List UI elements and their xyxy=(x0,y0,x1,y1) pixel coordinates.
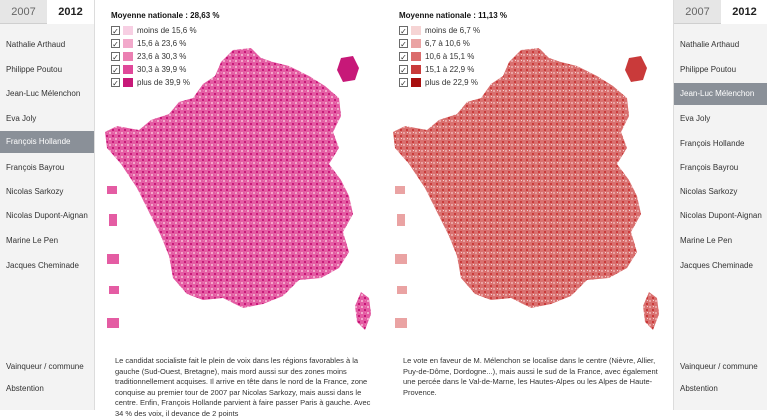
legend-swatch xyxy=(123,39,133,48)
left-tab-2012[interactable]: 2012 xyxy=(47,0,94,24)
right-mainland-france[interactable] xyxy=(393,48,641,308)
right-overseas-3[interactable] xyxy=(395,254,407,264)
legend-swatch xyxy=(123,78,133,87)
left-map-panel: Moyenne nationale : 28,63 % ✓ moins de 1… xyxy=(105,8,386,418)
legend-checkbox[interactable]: ✓ xyxy=(111,52,120,62)
left-overseas-4[interactable] xyxy=(109,286,119,294)
left-candidate-item[interactable]: Nicolas Dupont-Aignan xyxy=(6,211,88,220)
legend-label: plus de 22,9 % xyxy=(425,78,478,87)
legend-label: 6,7 à 10,6 % xyxy=(425,39,470,48)
legend-checkbox[interactable]: ✓ xyxy=(399,39,408,49)
legend-swatch xyxy=(411,26,421,35)
right-tab-2007[interactable]: 2007 xyxy=(674,0,721,24)
left-paris-inset[interactable] xyxy=(337,56,359,82)
legend-label: 23,6 à 30,3 % xyxy=(137,52,187,61)
left-winner-item[interactable]: Vainqueur / commune xyxy=(6,362,84,371)
legend-swatch xyxy=(411,65,421,74)
right-candidate-item[interactable]: François Hollande xyxy=(680,139,745,148)
left-candidate-item[interactable]: Jean-Luc Mélenchon xyxy=(6,89,81,98)
right-legend-row[interactable]: ✓ 6,7 à 10,6 % xyxy=(399,37,509,50)
right-year-tabs: 2007 2012 xyxy=(674,0,767,24)
left-candidate-item[interactable]: Nathalie Arthaud xyxy=(6,40,66,49)
legend-swatch xyxy=(123,26,133,35)
legend-swatch xyxy=(123,52,133,61)
left-candidate-sidebar: 2007 2012 Nathalie Arthaud Philippe Pout… xyxy=(0,0,95,410)
right-candidate-item[interactable]: Marine Le Pen xyxy=(680,236,733,245)
legend-label: moins de 15,6 % xyxy=(137,26,197,35)
right-corsica[interactable] xyxy=(643,292,659,330)
left-overseas-2[interactable] xyxy=(109,214,117,226)
left-overseas-5[interactable] xyxy=(107,318,119,328)
left-tab-2007[interactable]: 2007 xyxy=(0,0,47,24)
legend-checkbox[interactable]: ✓ xyxy=(111,26,120,36)
right-abstention-item[interactable]: Abstention xyxy=(680,384,718,393)
legend-label: 15,6 à 23,6 % xyxy=(137,39,187,48)
legend-swatch xyxy=(411,52,421,61)
right-legend-row[interactable]: ✓ 15,1 à 22,9 % xyxy=(399,63,509,76)
right-candidate-item[interactable]: Eva Joly xyxy=(680,114,711,123)
legend-checkbox[interactable]: ✓ xyxy=(399,78,408,88)
legend-checkbox[interactable]: ✓ xyxy=(399,52,408,62)
left-candidate-item[interactable]: Philippe Poutou xyxy=(6,65,63,74)
legend-label: plus de 39,9 % xyxy=(137,78,190,87)
legend-checkbox[interactable]: ✓ xyxy=(111,39,120,49)
right-winner-item[interactable]: Vainqueur / commune xyxy=(680,362,758,371)
legend-label: moins de 6,7 % xyxy=(425,26,481,35)
left-legend-row[interactable]: ✓ 30,3 à 39,9 % xyxy=(111,63,221,76)
legend-checkbox[interactable]: ✓ xyxy=(399,26,408,36)
left-candidate-item[interactable]: François Bayrou xyxy=(6,163,65,172)
legend-label: 15,1 à 22,9 % xyxy=(425,65,475,74)
right-legend-row[interactable]: ✓ plus de 22,9 % xyxy=(399,76,509,89)
right-map-description: Le vote en faveur de M. Mélenchon se loc… xyxy=(403,356,658,397)
right-overseas-4[interactable] xyxy=(397,286,407,294)
legend-swatch xyxy=(411,78,421,87)
left-legend-row[interactable]: ✓ plus de 39,9 % xyxy=(111,76,221,89)
right-candidate-item-selected[interactable]: Jean-Luc Mélenchon xyxy=(674,83,767,105)
right-candidate-item[interactable]: Nicolas Dupont-Aignan xyxy=(680,211,762,220)
left-legend-row[interactable]: ✓ 23,6 à 30,3 % xyxy=(111,50,221,63)
left-abstention-item[interactable]: Abstention xyxy=(6,384,44,393)
left-corsica[interactable] xyxy=(355,292,371,330)
left-candidate-item[interactable]: Jacques Cheminade xyxy=(6,261,79,270)
right-candidate-item[interactable]: Philippe Poutou xyxy=(680,65,737,74)
right-candidate-sidebar: 2007 2012 Nathalie Arthaud Philippe Pout… xyxy=(673,0,767,410)
right-candidate-item[interactable]: François Bayrou xyxy=(680,163,739,172)
right-candidate-item[interactable]: Nicolas Sarkozy xyxy=(680,187,738,196)
right-candidate-item[interactable]: Nathalie Arthaud xyxy=(680,40,740,49)
left-map-title: Moyenne nationale : 28,63 % xyxy=(111,11,220,20)
legend-checkbox[interactable]: ✓ xyxy=(399,65,408,75)
right-legend-row[interactable]: ✓ moins de 6,7 % xyxy=(399,24,509,37)
left-overseas-3[interactable] xyxy=(107,254,119,264)
legend-checkbox[interactable]: ✓ xyxy=(111,78,120,88)
right-candidate-item[interactable]: Jacques Cheminade xyxy=(680,261,753,270)
left-candidate-item[interactable]: Marine Le Pen xyxy=(6,236,59,245)
legend-checkbox[interactable]: ✓ xyxy=(111,65,120,75)
legend-swatch xyxy=(123,65,133,74)
right-overseas-5[interactable] xyxy=(395,318,407,328)
right-overseas-1[interactable] xyxy=(395,186,405,194)
left-overseas-1[interactable] xyxy=(107,186,117,194)
legend-label: 30,3 à 39,9 % xyxy=(137,65,187,74)
left-france-map[interactable] xyxy=(103,42,378,334)
right-overseas-2[interactable] xyxy=(397,214,405,226)
left-candidate-item[interactable]: Nicolas Sarkozy xyxy=(6,187,64,196)
right-france-map[interactable] xyxy=(391,42,666,334)
legend-label: 10,6 à 15,1 % xyxy=(425,52,475,61)
legend-swatch xyxy=(411,39,421,48)
right-tab-2012[interactable]: 2012 xyxy=(721,0,767,24)
left-legend-row[interactable]: ✓ 15,6 à 23,6 % xyxy=(111,37,221,50)
right-legend-row[interactable]: ✓ 10,6 à 15,1 % xyxy=(399,50,509,63)
left-candidate-item[interactable]: Eva Joly xyxy=(6,114,37,123)
left-candidate-item-selected[interactable]: François Hollande xyxy=(0,131,94,153)
right-paris-inset[interactable] xyxy=(625,56,647,82)
left-legend-row[interactable]: ✓ moins de 15,6 % xyxy=(111,24,221,37)
left-year-tabs: 2007 2012 xyxy=(0,0,94,24)
right-map-title: Moyenne nationale : 11,13 % xyxy=(399,11,508,20)
left-mainland-france[interactable] xyxy=(105,48,353,308)
right-map-panel: Moyenne nationale : 11,13 % ✓ moins de 6… xyxy=(393,8,674,408)
